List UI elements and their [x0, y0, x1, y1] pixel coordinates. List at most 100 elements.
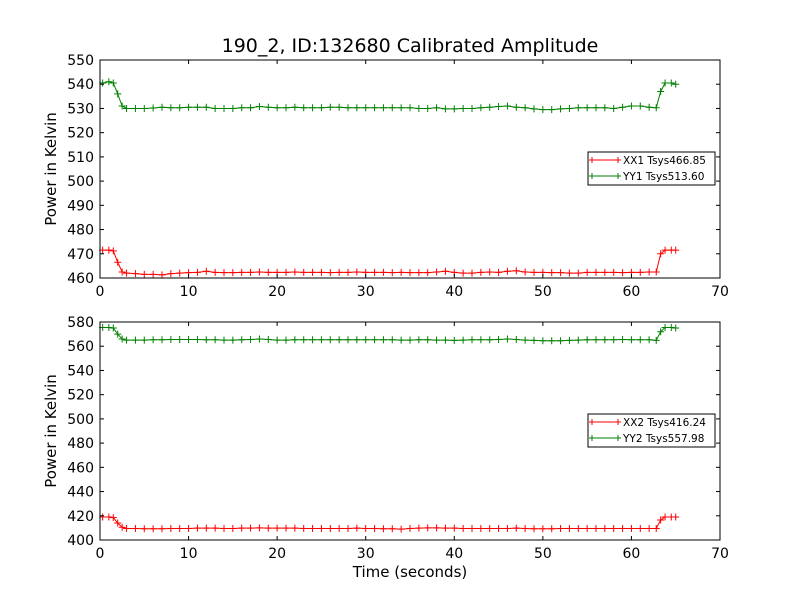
panel-1: 190_2, ID:132680 Calibrated Amplitude 0 10…	[42, 35, 729, 300]
panel-1-series-1-point	[477, 268, 485, 276]
panel-1-y-tick-label: 540	[67, 77, 94, 93]
panel-1-series-1-point	[326, 269, 334, 277]
panel-2-series-2-point	[530, 336, 538, 344]
panel-1-series-2-point	[672, 80, 680, 88]
panel-1-series-2-point	[326, 103, 334, 111]
panel-1-series-2-point	[371, 104, 379, 112]
panel-2-series-1-point	[238, 524, 246, 532]
panel-2-series-1-point	[406, 524, 414, 532]
panel-2-series-2-point	[282, 336, 290, 344]
panel-1-series-1-point	[105, 246, 113, 254]
chart-title: 190_2, ID:132680 Calibrated Amplitude	[222, 35, 599, 57]
panel-1-series-1-point	[548, 269, 556, 277]
panel-1-series-1-point	[601, 268, 609, 276]
panel-1-x-tick-label: 30	[357, 284, 375, 300]
panel-1-series-2-point	[353, 104, 361, 112]
panel-2-series-1-point	[291, 524, 299, 532]
panel-2-series-2-point	[273, 336, 281, 344]
panel-1-series-1-point	[202, 267, 210, 275]
panel-2-series-2-point	[486, 336, 494, 344]
panel-1-series-2-point	[583, 104, 591, 112]
panel-2-series-2-point	[610, 336, 618, 344]
panel-2-series-2-point	[140, 336, 148, 344]
panel-1-series-2-point	[645, 103, 653, 111]
panel-1-series-1-point	[415, 269, 423, 277]
panel-1-x-tick-label: 70	[711, 284, 729, 300]
panel-2-series-2-point	[220, 336, 228, 344]
panel-2-series-1-point	[601, 524, 609, 532]
panel-1-series-1	[99, 246, 680, 279]
panel-1-series-2-point	[109, 79, 117, 87]
panel-2-series-1-point	[247, 524, 255, 532]
panel-2-series-1-point	[282, 524, 290, 532]
panel-2-series-2-point	[109, 324, 117, 332]
panel-2-series-2-point	[362, 336, 370, 344]
legend-label: YY1 Tsys513.60	[622, 171, 704, 183]
panel-2-y-tick-label: 420	[67, 509, 94, 525]
panel-1-series-2-point	[123, 104, 131, 112]
panel-2-series-1-point	[459, 524, 467, 532]
panel-1-series-1-point	[657, 250, 665, 258]
panel-1-series-2-point	[344, 104, 352, 112]
panel-1-series-2-point	[114, 90, 122, 98]
panel-1-y-tick-label: 470	[67, 247, 94, 263]
panel-1-series-2-point	[247, 104, 255, 112]
panel-2-series-2-point	[468, 336, 476, 344]
panel-1-series-2-point	[379, 104, 387, 112]
panel-2-series-1-point	[548, 525, 556, 533]
panel-2-series-1-point	[495, 524, 503, 532]
panel-2-series-2-point	[185, 336, 193, 344]
panel-2-y-tick-label: 520	[67, 388, 94, 404]
panel-1-series-1-point	[530, 268, 538, 276]
panel-2-series-2-point	[450, 336, 458, 344]
legend-swatch-marker	[589, 173, 595, 179]
panel-1-series-2-point	[433, 104, 441, 112]
panel-2-series-2-point	[353, 336, 361, 344]
panel-2-series-2	[99, 323, 680, 345]
panel-1-series-1-point	[353, 268, 361, 276]
panel-2-series-1-point	[118, 523, 126, 531]
panel-2-series-1-point	[610, 524, 618, 532]
panel-2-series-1-point	[652, 524, 660, 532]
panel-1-series-2-point	[335, 103, 343, 111]
panel-1-series-2-point	[220, 104, 228, 112]
panel-2-series-2-point	[441, 336, 449, 344]
panel-1-series-1-point	[229, 269, 237, 277]
panel-1-series-2-point	[273, 104, 281, 112]
panel-2-y-tick-label: 580	[67, 315, 94, 331]
panel-2-y-tick-label: 460	[67, 460, 94, 476]
panel-2-y-tick-label: 400	[67, 533, 94, 549]
panel-2-series-2-point	[657, 328, 665, 336]
panel-1-series-2-point	[140, 104, 148, 112]
panel-1-series-1-point	[495, 268, 503, 276]
legend-label: YY2 Tsys557.98	[622, 433, 704, 445]
panel-1-series-1-point	[433, 268, 441, 276]
legend-swatch-marker	[589, 157, 595, 163]
panel-2-series-2-point	[317, 336, 325, 344]
panel-1-y-tick-label: 480	[67, 223, 94, 239]
panel-2-x-tick-label: 10	[180, 546, 198, 562]
panel-2-x-tick-label: 60	[623, 546, 641, 562]
panel-1-series-2-line	[102, 81, 676, 111]
panel-1-series-1-point	[672, 246, 680, 254]
panel-2-series-1-point	[344, 524, 352, 532]
panel-1-series-1-point	[645, 268, 653, 276]
panel-2-series-2-point	[344, 336, 352, 344]
panel-2-series-1-point	[512, 524, 520, 532]
panel-1-series-2-point	[503, 102, 511, 110]
panel-1-series-2-point	[193, 103, 201, 111]
panel-1-series-2-point	[105, 78, 113, 86]
panel-2-series-1-point	[657, 516, 665, 524]
panel-2-x-tick-label: 50	[534, 546, 552, 562]
panel-1-series-1-point	[291, 268, 299, 276]
panel-2-series-1-point	[661, 513, 669, 521]
panel-1-series-1-point	[459, 269, 467, 277]
panel-2-series-1-point	[672, 513, 680, 521]
panel-1-series-1-line	[102, 249, 676, 276]
panel-2-series-2-point	[326, 336, 334, 344]
panel-1-series-2-point	[255, 103, 263, 111]
panel-1-series-1-point	[238, 268, 246, 276]
panel-1-series-1-point	[406, 269, 414, 277]
panel-2-series-2-point	[459, 336, 467, 344]
panel-2-series-1-point	[539, 525, 547, 533]
